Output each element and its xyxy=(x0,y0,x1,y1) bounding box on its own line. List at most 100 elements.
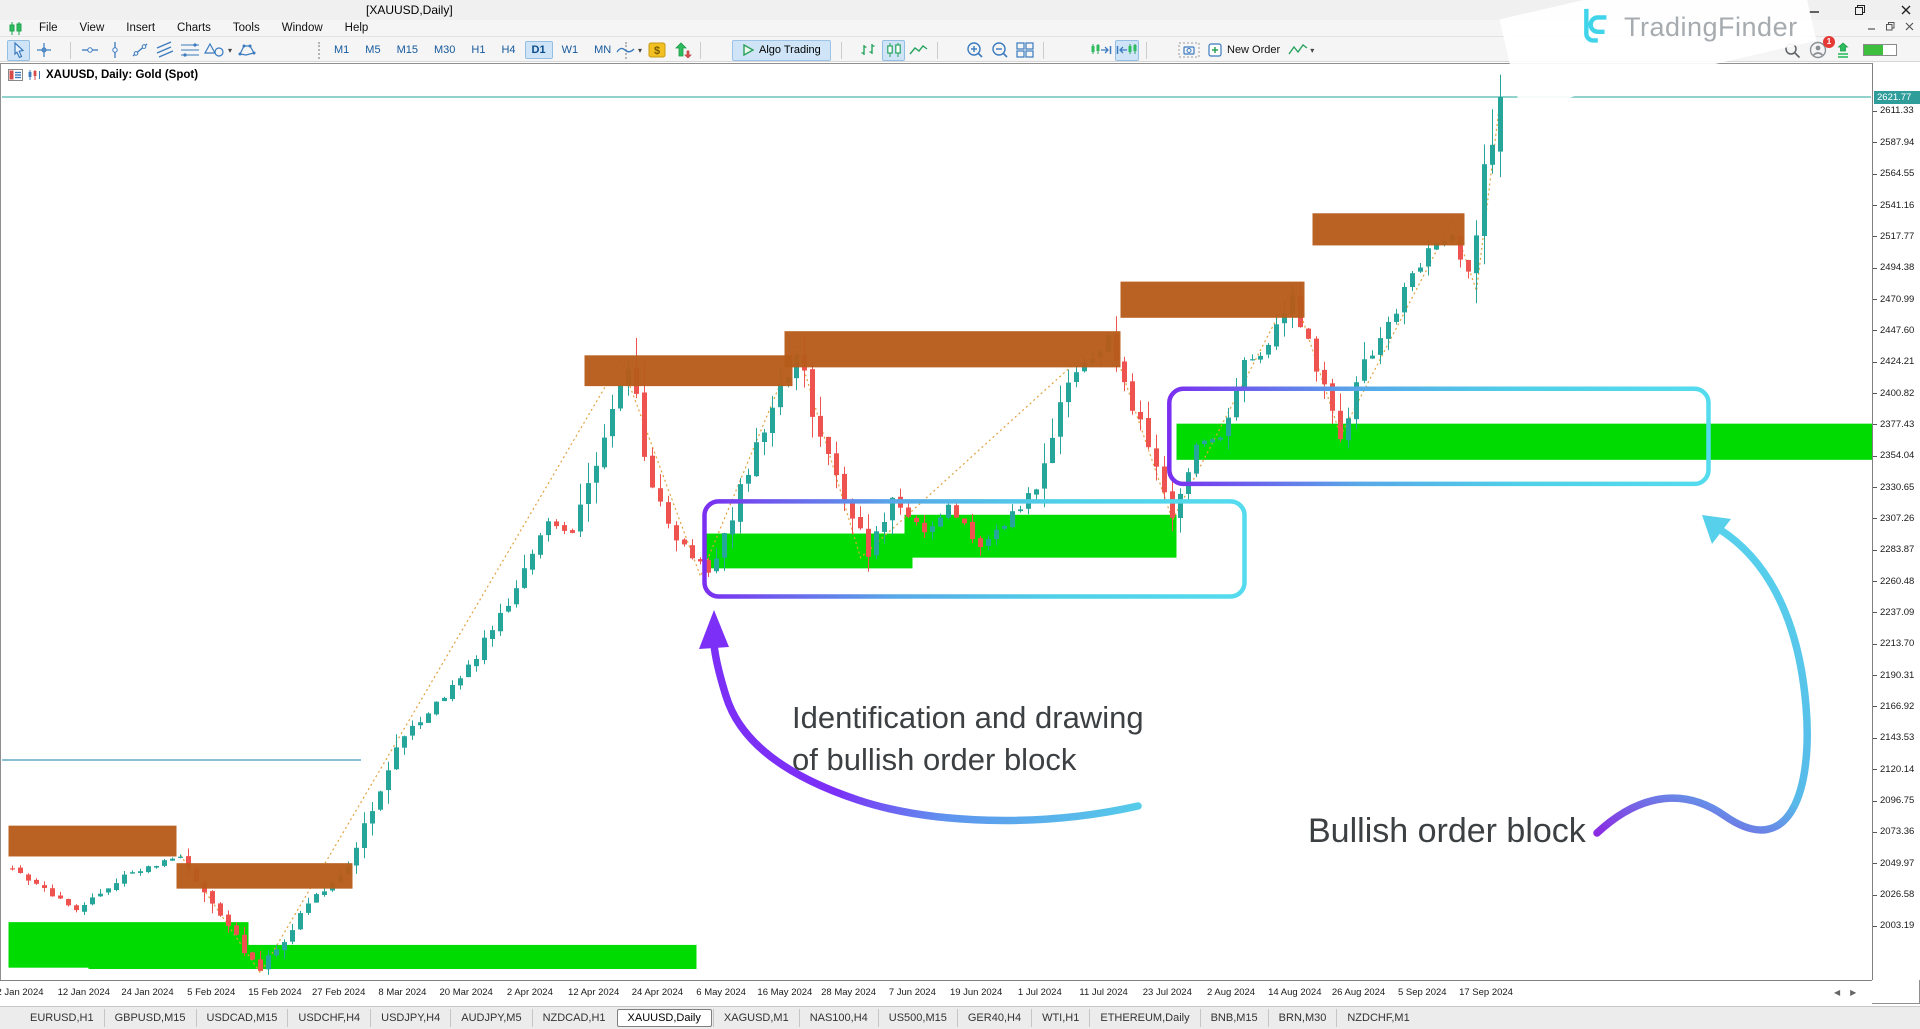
menu-help[interactable]: Help xyxy=(344,22,369,34)
date-axis[interactable]: 2 Jan 2024 12 Jan 2024 24 Jan 2024 5 Feb 20… xyxy=(0,980,1872,1004)
update-icon[interactable] xyxy=(1831,40,1854,61)
price-tick xyxy=(1873,455,1877,457)
tile-windows-button[interactable] xyxy=(1013,40,1036,61)
tab-usdcad-m15[interactable]: USDCAD,M15 xyxy=(195,1009,288,1027)
child-close-icon[interactable] xyxy=(1905,22,1914,34)
zoom-out-button[interactable] xyxy=(988,40,1011,61)
close-icon[interactable] xyxy=(1898,2,1914,18)
play-icon xyxy=(743,44,754,56)
screenshot-button[interactable] xyxy=(1177,40,1201,61)
tab-usdchf-h4[interactable]: USDCHF,H4 xyxy=(287,1009,370,1027)
polyline-tool-button[interactable] xyxy=(235,40,258,61)
price-label: 2166.92 xyxy=(1880,700,1915,712)
indicators-dropdown-icon[interactable]: ▾ xyxy=(1310,45,1315,55)
line-chart-button[interactable] xyxy=(907,40,930,61)
trendline-tool-button[interactable] xyxy=(128,40,151,61)
community-icon[interactable]: 1 xyxy=(1806,35,1835,61)
price-tick xyxy=(1873,549,1877,551)
price-tick xyxy=(1873,925,1877,927)
indicator-dropdown-icon[interactable]: ▾ xyxy=(638,45,643,55)
tab-nzdchf-m1[interactable]: NZDCHF,M1 xyxy=(1336,1009,1419,1027)
indicator-wave-button[interactable]: ▾ xyxy=(615,40,643,61)
auto-scroll-button[interactable] xyxy=(1089,40,1113,61)
price-tick xyxy=(1873,393,1877,395)
price-tick xyxy=(1873,142,1877,144)
timeframe-w1[interactable]: W1 xyxy=(561,44,579,56)
algo-trading-button[interactable]: Algo Trading xyxy=(732,39,831,61)
crosshair-tool-button[interactable] xyxy=(32,40,55,61)
tab-xauusd-daily[interactable]: XAUUSD,Daily xyxy=(616,1009,712,1027)
chart-menu-icon[interactable] xyxy=(8,69,23,81)
price-tick xyxy=(1873,299,1877,301)
timeframe-m15[interactable]: M15 xyxy=(396,44,418,56)
menu-tools[interactable]: Tools xyxy=(232,22,260,34)
price-tick xyxy=(1873,769,1877,771)
vertical-line-tool-button[interactable] xyxy=(103,40,126,61)
chart-tabbar: EURUSD,H1 GBPUSD,M15 USDCAD,M15 USDCHF,H4 US… xyxy=(0,1006,1920,1029)
price-tick xyxy=(1873,831,1877,833)
date-label: 2 Aug 2024 xyxy=(1207,987,1256,998)
timeframe-m1[interactable]: M1 xyxy=(334,44,350,56)
timeframe-h4[interactable]: H4 xyxy=(501,44,516,56)
tab-eurusd-h1[interactable]: EURUSD,H1 xyxy=(30,1012,94,1024)
timeframe-m30[interactable]: M30 xyxy=(433,44,456,56)
horizontal-line-tool-button[interactable] xyxy=(78,40,101,61)
plus-icon xyxy=(1208,43,1222,57)
timeframe-d1[interactable]: D1 xyxy=(524,41,553,59)
restore-icon[interactable] xyxy=(1852,2,1868,18)
price-label: 2377.43 xyxy=(1880,418,1915,430)
child-restore-icon[interactable] xyxy=(1886,22,1895,34)
candlestick-chart-button[interactable] xyxy=(882,39,905,61)
cursor-tool-button[interactable] xyxy=(7,39,30,61)
tab-brn-m30[interactable]: BRN,M30 xyxy=(1267,1009,1337,1027)
tab-ethereum-daily[interactable]: ETHEREUM,Daily xyxy=(1089,1009,1199,1027)
price-label: 2541.16 xyxy=(1880,199,1915,211)
price-axis[interactable]: 2611.33 2587.94 2564.55 2541.16 2517.77 2494.… xyxy=(1872,63,1920,980)
date-label: 6 May 2024 xyxy=(696,987,746,998)
menu-charts[interactable]: Charts xyxy=(177,22,211,34)
indicators-list-button[interactable]: ▾ xyxy=(1287,40,1315,61)
app-logo-icon xyxy=(8,21,24,35)
shapes-tool-button[interactable]: ▾ xyxy=(203,40,233,61)
timeframe-mn[interactable]: MN xyxy=(594,44,612,56)
menu-view[interactable]: View xyxy=(79,22,105,34)
chart-scroll-arrows[interactable]: ◀▶ xyxy=(1834,988,1867,997)
price-label: 2260.48 xyxy=(1880,575,1915,587)
tab-bnb-m15[interactable]: BNB,M15 xyxy=(1199,1009,1268,1027)
price-chart[interactable] xyxy=(0,63,1872,980)
tab-wti-h1[interactable]: WTI,H1 xyxy=(1031,1009,1089,1027)
price-tick xyxy=(1873,643,1877,645)
menu-window[interactable]: Window xyxy=(281,22,323,34)
zoom-in-button[interactable] xyxy=(963,40,986,61)
tab-ger40-h4[interactable]: GER40,H4 xyxy=(956,1009,1031,1027)
equidistant-channel-tool-button[interactable] xyxy=(153,40,176,61)
price-tick xyxy=(1873,330,1877,332)
tab-audjpy-m5[interactable]: AUDJPY,M5 xyxy=(450,1009,531,1027)
price-tick xyxy=(1873,518,1877,520)
tab-usdjpy-h4[interactable]: USDJPY,H4 xyxy=(370,1009,450,1027)
chart-shift-button[interactable] xyxy=(1115,39,1139,61)
timeframe-h1[interactable]: H1 xyxy=(471,44,486,56)
menu-insert[interactable]: Insert xyxy=(126,22,156,34)
child-minimize-icon[interactable] xyxy=(1867,22,1876,34)
currency-button[interactable]: $ xyxy=(645,40,668,61)
minimize-icon[interactable] xyxy=(1806,2,1822,18)
tab-nzdcad-h1[interactable]: NZDCAD,H1 xyxy=(531,1009,616,1027)
menu-file[interactable]: File xyxy=(39,22,58,34)
bar-chart-button[interactable] xyxy=(857,40,880,61)
fibonacci-tool-button[interactable] xyxy=(178,40,201,61)
tab-us500-m15[interactable]: US500,M15 xyxy=(877,1009,957,1027)
notification-badge: 1 xyxy=(1823,35,1835,48)
price-label: 2330.65 xyxy=(1880,481,1915,493)
price-tick xyxy=(1873,487,1877,489)
deposit-withdraw-icon[interactable] xyxy=(670,40,693,61)
tradingfinder-logo-icon xyxy=(1584,8,1607,43)
price-label: 2470.99 xyxy=(1880,293,1915,305)
tab-nas100-h4[interactable]: NAS100,H4 xyxy=(798,1009,878,1027)
tab-gbpusd-m15[interactable]: GBPUSD,M15 xyxy=(103,1009,196,1027)
shapes-dropdown-icon[interactable]: ▾ xyxy=(228,45,233,55)
toolbar-group-algo: Algo Trading xyxy=(732,39,848,61)
timeframe-m5[interactable]: M5 xyxy=(365,44,381,56)
new-order-button[interactable]: New Order xyxy=(1202,40,1286,61)
tab-xagusd-m1[interactable]: XAGUSD,M1 xyxy=(712,1009,799,1027)
